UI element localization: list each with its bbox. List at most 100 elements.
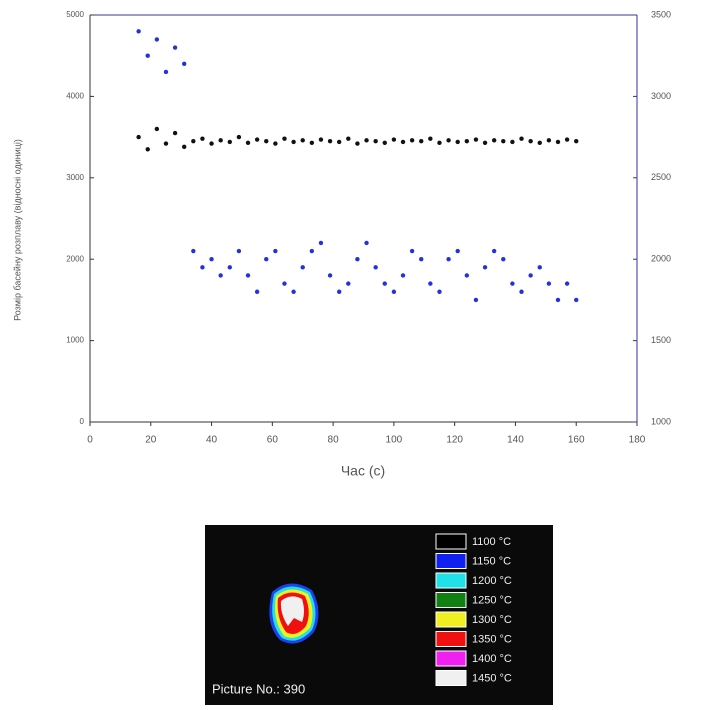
data-point	[182, 144, 187, 150]
data-point	[519, 289, 524, 294]
y2-tick-label: 3000	[651, 91, 671, 101]
data-point	[336, 139, 342, 145]
data-point	[446, 138, 451, 143]
data-point	[391, 289, 397, 294]
data-point	[510, 139, 515, 145]
data-point	[163, 141, 169, 146]
data-point	[564, 137, 570, 142]
thermogram	[205, 525, 553, 705]
data-point	[318, 240, 324, 246]
data-point	[382, 140, 387, 145]
thermogram-caption: Picture No.: 390	[212, 681, 305, 696]
x-tick-label: 60	[267, 435, 279, 446]
data-point	[528, 273, 533, 278]
y-tick-label: 2000	[66, 254, 84, 263]
data-point	[446, 257, 451, 262]
data-point	[364, 240, 369, 246]
y-tick-label: 4000	[66, 92, 84, 101]
data-point	[300, 138, 305, 143]
data-point	[574, 297, 579, 303]
data-point	[336, 289, 342, 294]
data-point	[528, 138, 533, 144]
data-point	[291, 139, 296, 145]
legend-label: 1150 °C	[472, 555, 511, 567]
x-tick-label: 180	[629, 435, 646, 446]
data-point	[145, 147, 150, 152]
data-point	[309, 140, 315, 145]
data-point	[373, 138, 378, 144]
x-axis-label: Час (с)	[341, 463, 385, 479]
data-point	[537, 265, 542, 270]
data-point	[437, 289, 442, 294]
data-point	[382, 281, 387, 286]
x-tick-label: 80	[328, 435, 340, 446]
data-point	[145, 53, 150, 58]
legend-label: 1350 °C	[472, 633, 512, 645]
data-point	[537, 140, 542, 145]
data-point	[482, 265, 488, 270]
data-point	[282, 281, 287, 286]
y-tick-label: 0	[80, 417, 85, 426]
data-point	[273, 141, 278, 146]
data-point	[254, 289, 260, 294]
data-point	[172, 45, 178, 50]
data-point	[555, 297, 561, 303]
data-point	[419, 257, 424, 262]
x-tick-label: 0	[87, 435, 93, 446]
x-tick-label: 40	[206, 435, 218, 446]
y-tick-label: 1000	[66, 336, 84, 345]
data-point	[227, 139, 232, 145]
x-tick-label: 160	[568, 435, 585, 446]
data-point	[300, 265, 305, 270]
legend-label: 1400 °C	[472, 653, 512, 665]
data-point	[455, 139, 460, 145]
data-point	[400, 273, 406, 278]
y2-tick-label: 2000	[651, 254, 671, 264]
data-point	[273, 248, 278, 254]
data-point	[327, 138, 333, 144]
legend-label: 1250 °C	[472, 594, 512, 606]
x-tick-label: 20	[145, 435, 157, 446]
data-point	[546, 281, 552, 286]
y-axis-label: Розмір басейну розплаву (відносні одиниц…	[12, 139, 22, 321]
data-point	[455, 248, 460, 254]
legend-swatch	[435, 611, 467, 628]
melt-pool	[269, 583, 319, 644]
data-point	[191, 248, 196, 254]
data-point	[200, 136, 205, 141]
y2-tick-label: 3500	[651, 9, 671, 19]
data-point	[318, 137, 324, 142]
data-point	[419, 138, 424, 144]
data-point	[227, 265, 232, 270]
data-point	[209, 141, 214, 146]
legend-label: 1200 °C	[472, 575, 512, 587]
data-point	[373, 265, 378, 270]
x-tick-label: 100	[386, 435, 403, 446]
data-point	[355, 141, 360, 146]
data-point	[254, 137, 260, 142]
data-point	[400, 139, 406, 145]
data-point	[491, 138, 497, 143]
data-point	[346, 281, 351, 286]
data-point	[209, 257, 214, 262]
legend-swatch	[435, 553, 467, 569]
data-point	[574, 138, 579, 144]
data-point	[501, 138, 506, 144]
data-point	[154, 126, 160, 132]
y2-tick-label: 1000	[651, 416, 671, 426]
data-point	[327, 273, 333, 278]
y-tick-label: 3000	[66, 173, 84, 182]
legend-label: 1300 °C	[472, 614, 512, 626]
y2-tick-label: 1500	[651, 335, 671, 345]
data-point	[519, 136, 524, 141]
data-point	[391, 137, 397, 142]
y2-tick-label: 2500	[651, 172, 671, 182]
data-point	[163, 69, 169, 75]
data-point	[309, 248, 315, 254]
data-point	[282, 136, 287, 141]
data-point	[473, 297, 479, 303]
data-point	[264, 257, 269, 262]
data-point	[428, 281, 433, 286]
